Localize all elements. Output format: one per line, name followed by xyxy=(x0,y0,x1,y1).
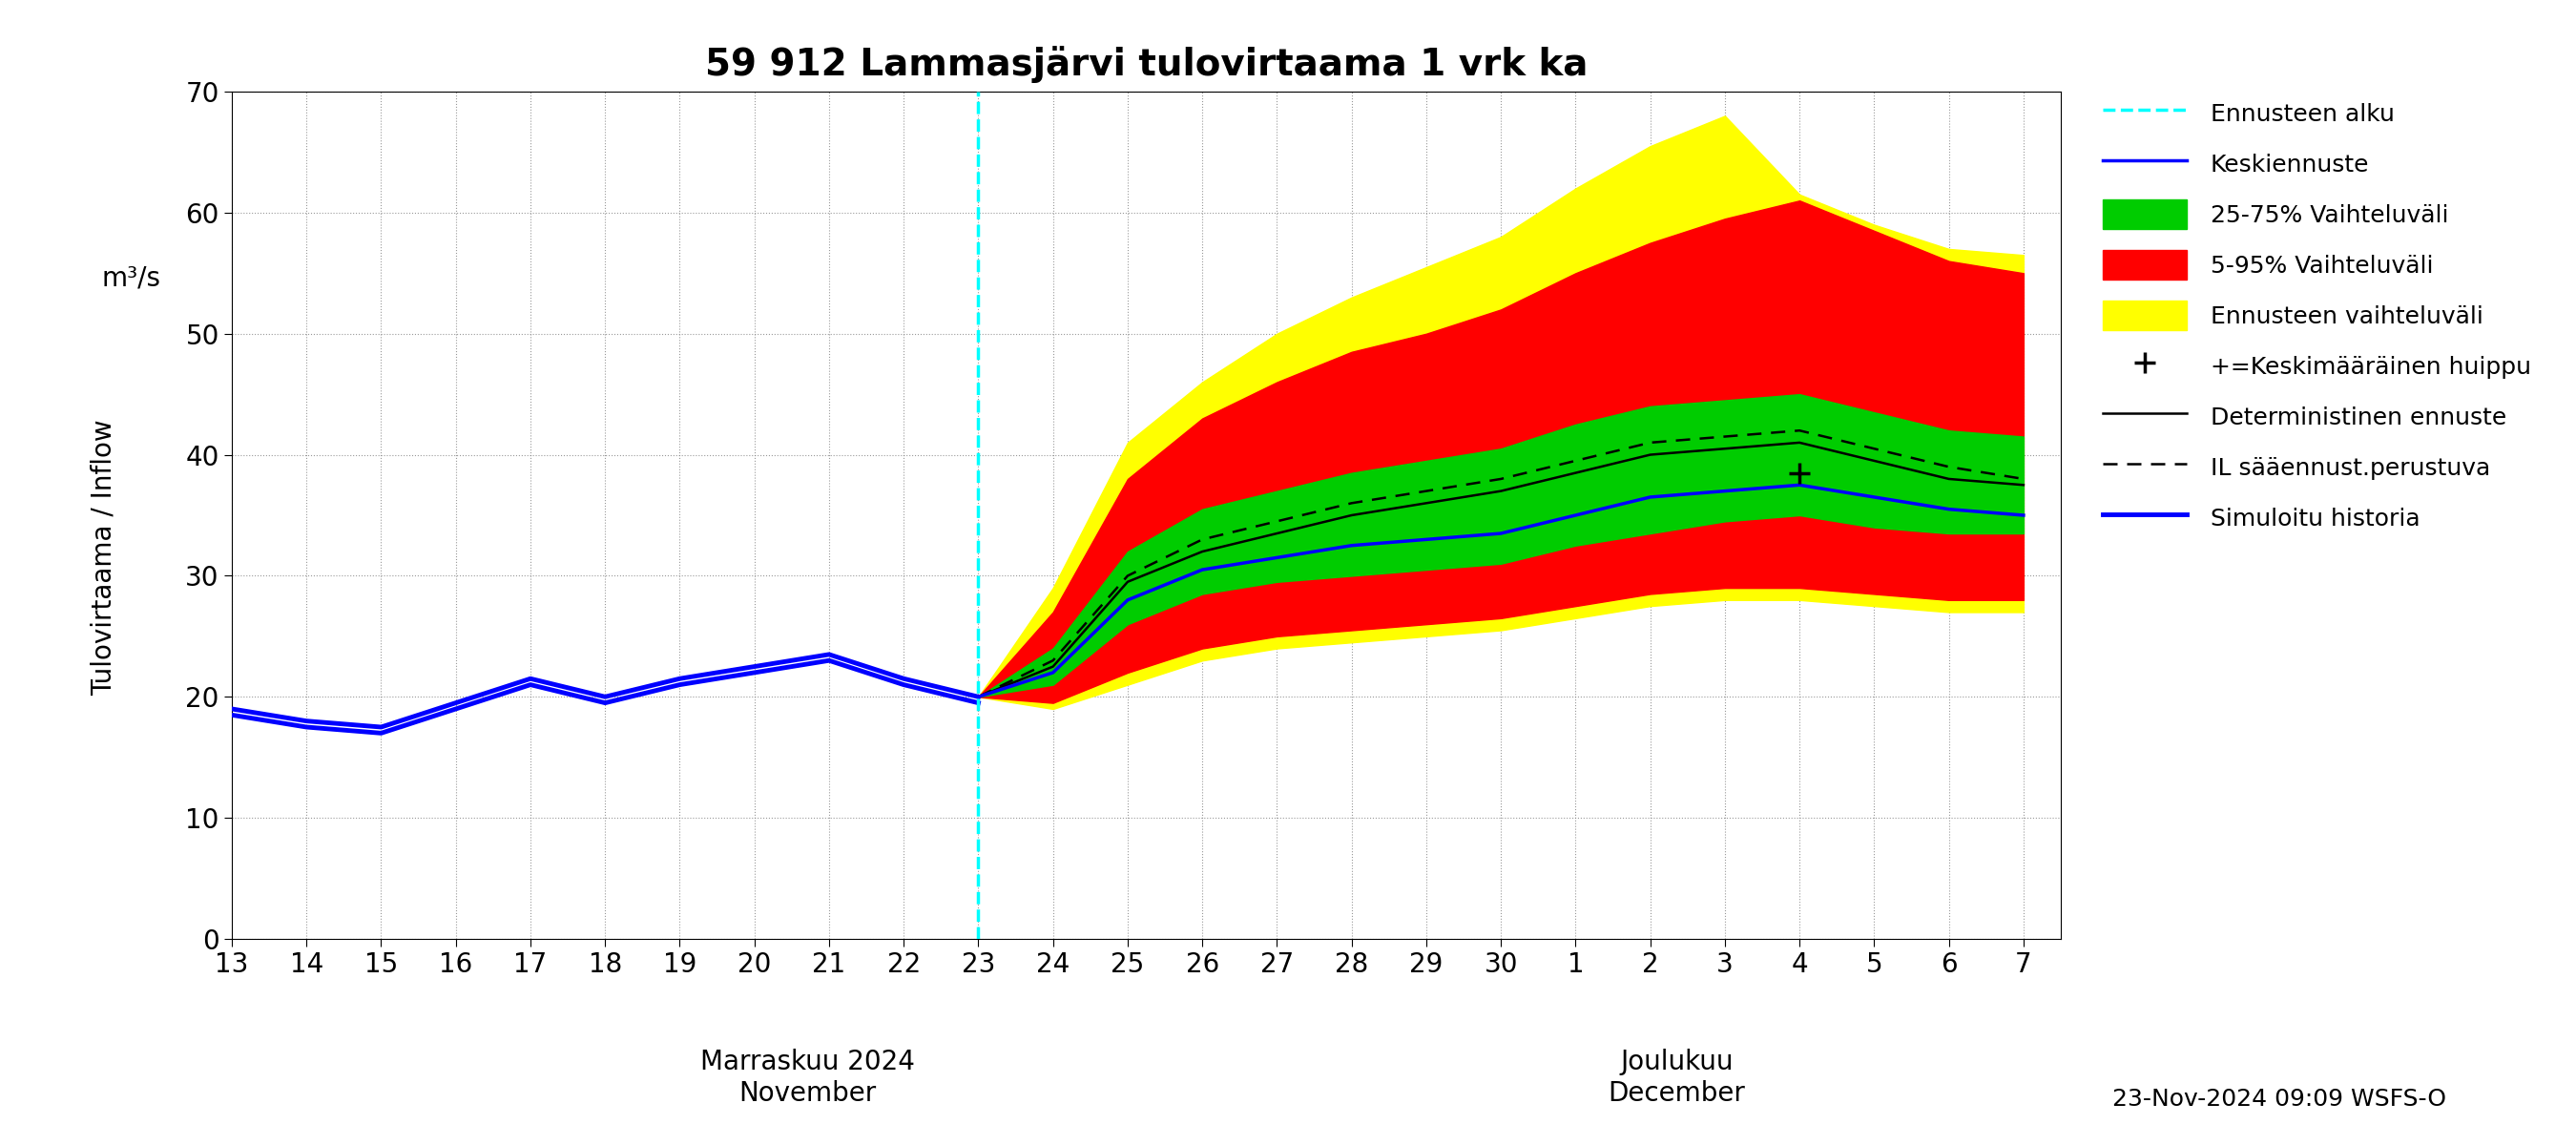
Text: m³/s: m³/s xyxy=(100,264,160,291)
Legend: Ennusteen alku, Keskiennuste, 25-75% Vaihteluväli, 5-95% Vaihteluväli, Ennusteen: Ennusteen alku, Keskiennuste, 25-75% Vai… xyxy=(2092,87,2543,544)
Text: Tulovirtaama / Inflow: Tulovirtaama / Inflow xyxy=(90,419,116,696)
Text: 23-Nov-2024 09:09 WSFS-O: 23-Nov-2024 09:09 WSFS-O xyxy=(2112,1088,2447,1111)
Text: Marraskuu 2024
November: Marraskuu 2024 November xyxy=(701,1049,914,1107)
Text: Joulukuu
December: Joulukuu December xyxy=(1607,1049,1747,1107)
Title: 59 912 Lammasjärvi tulovirtaama 1 vrk ka: 59 912 Lammasjärvi tulovirtaama 1 vrk ka xyxy=(706,46,1587,84)
